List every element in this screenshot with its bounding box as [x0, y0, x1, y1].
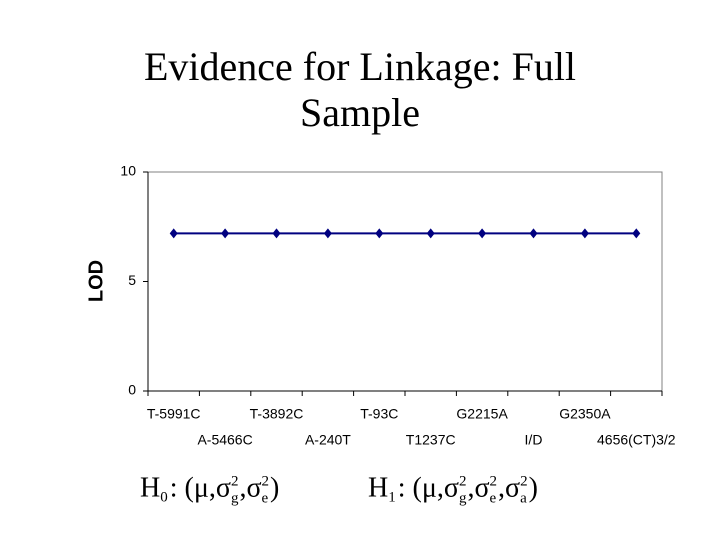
y-tick-label: 10: [120, 163, 136, 179]
data-point: [221, 228, 230, 239]
formula-param: σ: [216, 472, 231, 503]
x-tick-label: G2215A: [456, 406, 508, 422]
formula-param: μ: [194, 472, 209, 503]
formula-superscript: 2: [262, 473, 270, 489]
x-tick-label: T1237C: [406, 432, 456, 448]
formula-punctuation: : (: [398, 472, 422, 503]
formula-subscript: 0: [160, 489, 168, 505]
x-tick-label: A-240T: [305, 432, 351, 448]
formula-punctuation: ,: [239, 472, 246, 503]
data-point: [632, 228, 641, 239]
data-point: [580, 228, 589, 239]
formula-param: σ: [246, 472, 261, 503]
formula-param: μ: [422, 472, 437, 503]
formula-punctuation: ): [270, 472, 279, 503]
formula-symbol: H: [140, 472, 160, 503]
formula-subscript: a: [520, 490, 527, 506]
formula-subscript: e: [490, 490, 497, 506]
formula-superscript: 2: [459, 473, 467, 489]
data-point: [323, 228, 332, 239]
plot-area: [147, 171, 663, 392]
x-tick-label: I/D: [525, 432, 543, 448]
data-point: [478, 228, 487, 239]
x-tick-label: 4656(CT)3/2: [597, 432, 676, 448]
x-tick-label: T-3892C: [250, 406, 304, 422]
formula-punctuation: : (: [170, 472, 194, 503]
data-point: [529, 228, 538, 239]
y-tick-label: 5: [128, 272, 136, 288]
data-point: [375, 228, 384, 239]
formula-symbol: H: [368, 472, 388, 503]
formula-subscript: g: [459, 490, 467, 506]
x-tick-label: T-93C: [360, 406, 398, 422]
formula-param: σ: [444, 472, 459, 503]
formula-punctuation: ): [529, 472, 538, 503]
formula-punctuation: ,: [209, 472, 216, 503]
formula-punctuation: ,: [498, 472, 505, 503]
formula-subscript: g: [231, 490, 239, 506]
x-tick-label: A-5466C: [197, 432, 252, 448]
formula-param: σ: [505, 472, 520, 503]
data-point: [426, 228, 435, 239]
formula-subscript: e: [262, 490, 269, 506]
y-tick-label: 0: [128, 382, 136, 398]
y-axis-label: LOD: [85, 260, 107, 302]
data-point: [169, 228, 178, 239]
x-tick-label: T-5991C: [147, 406, 201, 422]
formula-superscript: 2: [490, 473, 498, 489]
formula-subscript: 1: [388, 489, 396, 505]
formula-punctuation: ,: [437, 472, 444, 503]
formula-superscript: 2: [520, 473, 528, 489]
formula-superscript: 2: [231, 473, 239, 489]
data-point: [272, 228, 281, 239]
formula-punctuation: ,: [467, 472, 474, 503]
formula-param: σ: [474, 472, 489, 503]
x-tick-label: G2350A: [559, 406, 611, 422]
chart-title: Evidence for Linkage: Full Sample: [143, 44, 577, 135]
